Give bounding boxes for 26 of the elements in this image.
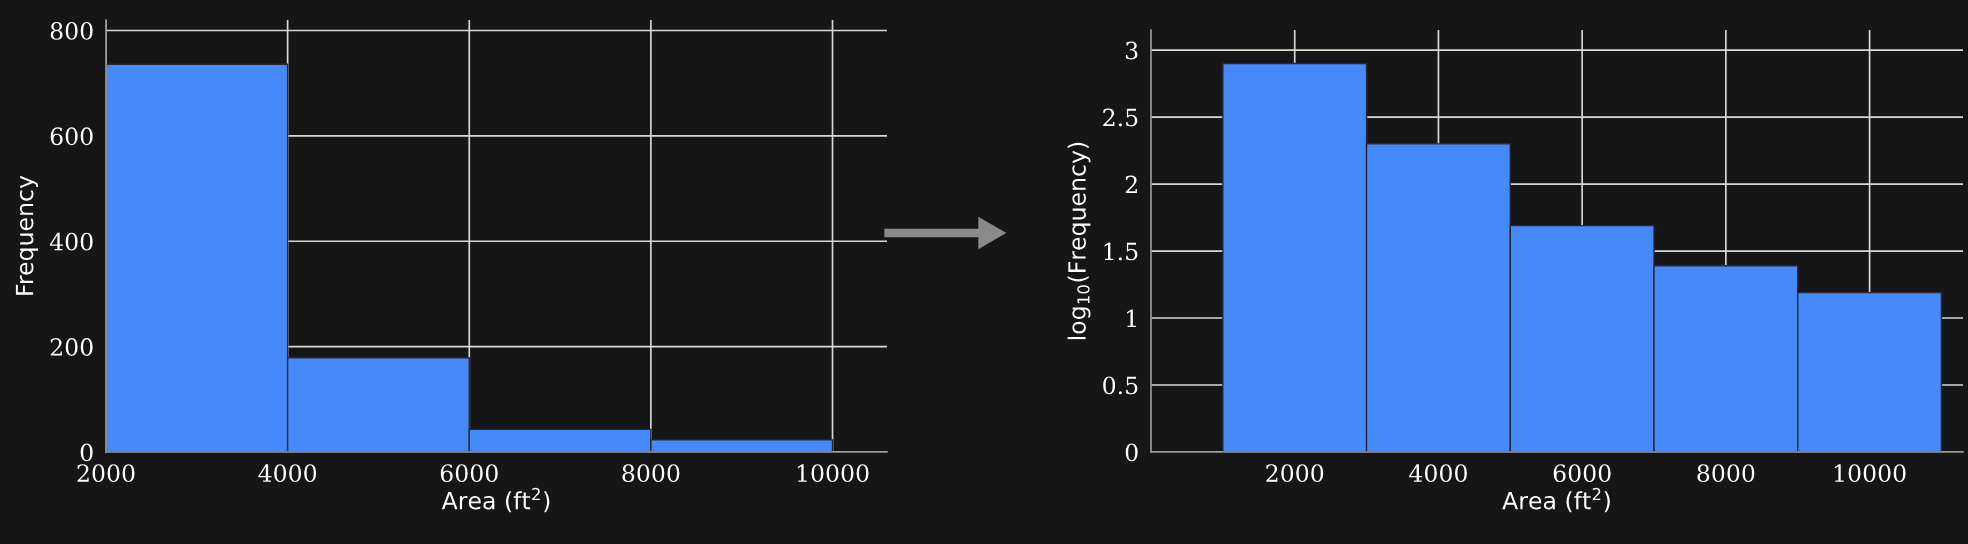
x-tick-label: 2000 bbox=[1266, 464, 1324, 483]
y-tick-label: 2.5 bbox=[1103, 108, 1138, 127]
y-tick-label: 0.5 bbox=[1103, 376, 1138, 395]
x-axis-title: Area (ft$^{2}$) bbox=[1502, 487, 1610, 513]
y-tick-label: 0 bbox=[1125, 443, 1138, 462]
x-tick-label: 10000 bbox=[1834, 464, 1906, 483]
y-tick-label: 400 bbox=[49, 232, 93, 251]
x-axis-title: Area (ft$^{2}$) bbox=[441, 487, 550, 513]
x-tick-label: 2000 bbox=[77, 464, 135, 483]
x-tick-label: 4000 bbox=[1409, 464, 1467, 483]
y-tick-label: 3 bbox=[1125, 41, 1138, 60]
y-tick-label: 800 bbox=[50, 21, 93, 40]
x-tick-label: 4000 bbox=[258, 464, 317, 483]
y-tick-label: 200 bbox=[50, 338, 93, 356]
y-tick-label: 2 bbox=[1125, 175, 1137, 194]
y-axis-title: log$_{10}$(Frequency) bbox=[1067, 142, 1091, 340]
x-tick-label: 6000 bbox=[440, 464, 498, 483]
x-tick-label: 8000 bbox=[1697, 464, 1755, 483]
y-tick-label: 0 bbox=[80, 443, 93, 462]
y-tick-label: 1 bbox=[1127, 309, 1136, 327]
y-tick-label: 600 bbox=[50, 127, 93, 146]
y-tick-label: 1.5 bbox=[1104, 242, 1138, 261]
y-axis-title: Frequency bbox=[15, 175, 39, 295]
x-tick-label: 10000 bbox=[797, 464, 869, 483]
x-tick-label: 6000 bbox=[1553, 464, 1611, 483]
x-tick-label: 8000 bbox=[622, 464, 680, 483]
